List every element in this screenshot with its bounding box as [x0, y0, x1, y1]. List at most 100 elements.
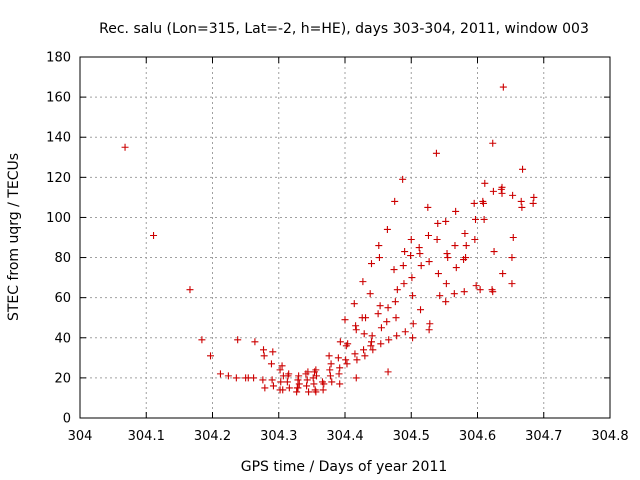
data-point — [498, 189, 506, 197]
data-point — [384, 304, 392, 312]
data-point — [424, 203, 432, 211]
data-point — [260, 352, 268, 360]
data-point — [400, 280, 408, 288]
data-point — [327, 360, 335, 368]
data-point — [498, 183, 506, 191]
data-point — [424, 231, 432, 239]
data-point — [216, 370, 224, 378]
data-point — [434, 219, 442, 227]
data-point — [361, 352, 369, 360]
data-point — [383, 318, 391, 326]
data-point — [326, 372, 334, 380]
data-point — [351, 350, 359, 358]
data-point — [276, 366, 284, 374]
data-point — [319, 386, 327, 394]
data-point — [326, 366, 334, 374]
data-point — [320, 380, 328, 388]
data-point — [443, 250, 451, 258]
data-point — [417, 262, 425, 270]
data-point — [471, 236, 479, 244]
y-tick-label: 20 — [54, 371, 71, 386]
data-point — [432, 149, 440, 157]
x-tick-label: 304.4 — [326, 429, 363, 444]
data-point — [481, 179, 489, 187]
data-point — [490, 248, 498, 256]
data-point — [259, 376, 267, 384]
data-point — [415, 244, 423, 252]
data-point — [409, 292, 417, 300]
axis-ticks — [79, 56, 611, 419]
data-point — [461, 229, 469, 237]
data-point — [278, 362, 286, 370]
data-point — [285, 370, 293, 378]
data-point — [393, 286, 401, 294]
data-point — [401, 328, 409, 336]
data-point — [375, 242, 383, 250]
data-point — [261, 384, 269, 392]
data-point — [472, 282, 480, 290]
data-point — [198, 336, 206, 344]
data-point — [407, 236, 415, 244]
data-point — [433, 236, 441, 244]
data-point — [374, 310, 382, 318]
data-point — [207, 352, 215, 360]
data-point — [224, 372, 232, 380]
data-point — [312, 366, 320, 374]
y-tick-label: 140 — [46, 131, 71, 146]
data-point — [366, 290, 374, 298]
data-point — [393, 332, 401, 340]
data-point — [285, 384, 293, 392]
data-point — [384, 368, 392, 376]
data-point — [368, 332, 376, 340]
data-point — [269, 348, 277, 356]
data-point — [277, 378, 285, 386]
data-point — [508, 254, 516, 262]
data-point — [367, 342, 375, 350]
data-point — [269, 382, 277, 390]
data-point — [352, 322, 360, 330]
data-point — [232, 374, 240, 382]
data-point — [489, 187, 497, 195]
data-point — [460, 288, 468, 296]
data-point — [476, 286, 484, 294]
data-point — [368, 260, 375, 268]
data-point — [426, 320, 434, 328]
data-point — [518, 203, 526, 211]
data-point — [260, 346, 268, 354]
data-point — [375, 254, 383, 262]
data-point — [460, 256, 468, 264]
data-point — [450, 290, 458, 298]
data-point — [472, 215, 480, 223]
data-point — [360, 346, 368, 354]
data-point — [344, 340, 352, 348]
data-point — [462, 242, 470, 250]
y-tick-label: 100 — [46, 211, 71, 226]
y-tick-label: 40 — [54, 331, 71, 346]
y-tick-label: 180 — [46, 51, 71, 66]
data-point — [499, 270, 507, 278]
data-point — [399, 262, 407, 270]
data-point — [352, 374, 360, 382]
data-point — [508, 280, 516, 288]
data-point — [383, 225, 391, 233]
x-tick-label: 304.3 — [260, 429, 297, 444]
data-point — [499, 83, 507, 91]
data-point — [341, 316, 349, 324]
data-point — [407, 252, 415, 260]
data-point — [392, 314, 400, 322]
data-points — [122, 84, 538, 396]
data-point — [335, 370, 343, 378]
data-point — [409, 334, 417, 342]
data-point — [295, 372, 303, 380]
x-tick-label: 304.7 — [525, 429, 562, 444]
data-point — [350, 300, 358, 308]
x-tick-label: 304 — [68, 429, 93, 444]
data-point — [434, 270, 442, 278]
data-point — [480, 215, 488, 223]
x-tick-label: 304.8 — [591, 429, 628, 444]
data-point — [362, 314, 370, 322]
data-point — [385, 336, 393, 344]
data-point — [295, 380, 303, 388]
data-point — [451, 242, 459, 250]
